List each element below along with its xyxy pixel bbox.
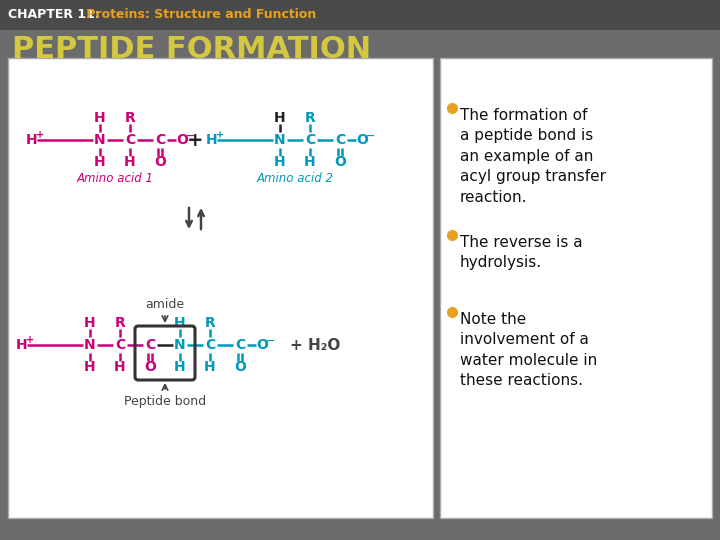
Text: H: H: [94, 111, 106, 125]
Text: H: H: [274, 155, 286, 169]
Text: C: C: [335, 133, 345, 147]
Text: H: H: [26, 133, 38, 147]
Text: H: H: [304, 155, 316, 169]
Text: H: H: [94, 155, 106, 169]
Text: H: H: [84, 316, 96, 330]
Text: C: C: [205, 338, 215, 352]
Bar: [440, 58, 712, 518]
Text: O: O: [334, 155, 346, 169]
Text: N: N: [94, 133, 106, 147]
Text: C: C: [125, 133, 135, 147]
Text: O: O: [234, 360, 246, 374]
Text: O: O: [144, 360, 156, 374]
Text: H: H: [84, 360, 96, 374]
Text: N: N: [274, 133, 286, 147]
Text: CHAPTER 11:: CHAPTER 11:: [8, 9, 100, 22]
Text: O: O: [356, 133, 368, 147]
Text: H: H: [16, 338, 28, 352]
Text: −: −: [366, 131, 376, 141]
Text: R: R: [114, 316, 125, 330]
Text: −: −: [186, 131, 196, 141]
Text: +: +: [186, 131, 203, 150]
Text: −: −: [266, 336, 276, 346]
Bar: [0, 0, 720, 30]
Text: C: C: [235, 338, 245, 352]
Bar: [8, 58, 433, 518]
Text: Note the
involvement of a
water molecule in
these reactions.: Note the involvement of a water molecule…: [460, 312, 598, 388]
Text: PEPTIDE FORMATION: PEPTIDE FORMATION: [12, 36, 371, 64]
Text: H: H: [124, 155, 136, 169]
Text: O: O: [154, 155, 166, 169]
Text: Amino acid 2: Amino acid 2: [256, 172, 333, 185]
Text: Peptide bond: Peptide bond: [124, 395, 206, 408]
Text: H: H: [206, 133, 218, 147]
Text: + H₂O: + H₂O: [290, 338, 341, 353]
Text: Proteins: Structure and Function: Proteins: Structure and Function: [82, 9, 316, 22]
Text: C: C: [305, 133, 315, 147]
Text: N: N: [84, 338, 96, 352]
Text: H: H: [274, 111, 286, 125]
Text: The reverse is a
hydrolysis.: The reverse is a hydrolysis.: [460, 235, 582, 271]
Text: R: R: [204, 316, 215, 330]
Text: +: +: [36, 130, 44, 140]
Text: O: O: [256, 338, 268, 352]
Text: C: C: [155, 133, 165, 147]
Text: amide: amide: [145, 299, 184, 312]
Text: The formation of
a peptide bond is
an example of an
acyl group transfer
reaction: The formation of a peptide bond is an ex…: [460, 108, 606, 205]
Text: C: C: [115, 338, 125, 352]
Text: R: R: [305, 111, 315, 125]
Text: N: N: [174, 338, 186, 352]
Text: O: O: [176, 133, 188, 147]
Text: H: H: [174, 360, 186, 374]
Text: +: +: [26, 335, 34, 345]
Text: R: R: [125, 111, 135, 125]
Text: H: H: [114, 360, 126, 374]
Text: +: +: [216, 130, 224, 140]
Text: Amino acid 1: Amino acid 1: [76, 172, 153, 185]
Text: H: H: [204, 360, 216, 374]
Text: H: H: [174, 316, 186, 330]
Text: C: C: [145, 338, 155, 352]
